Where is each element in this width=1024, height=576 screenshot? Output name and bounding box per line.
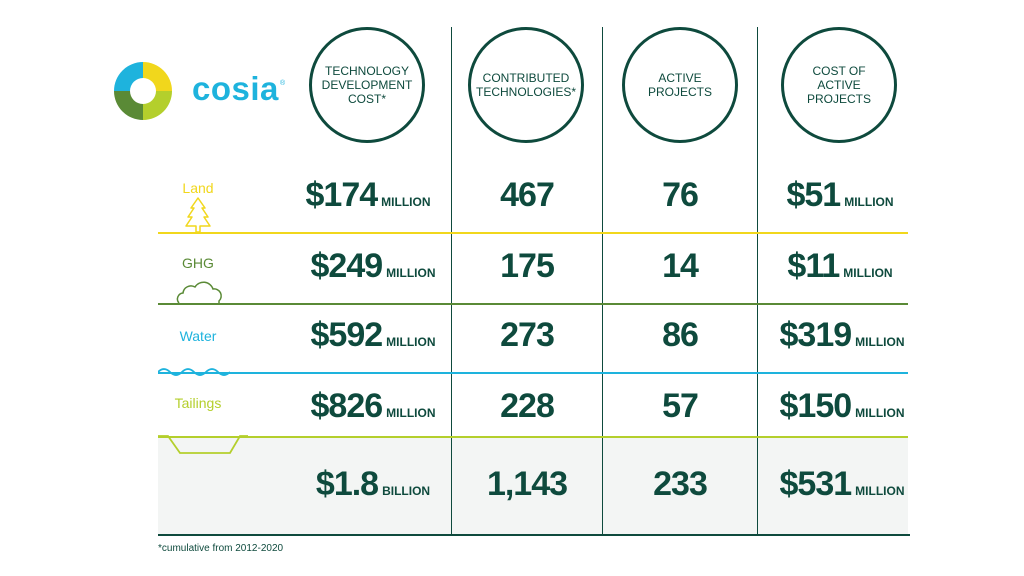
total-cost-active-projects: $531 MILLION xyxy=(767,465,917,504)
header-cost-of-active-projects: COST OF ACTIVE PROJECTS xyxy=(781,27,897,143)
value-number: 233 xyxy=(653,465,708,503)
value-number: $592 xyxy=(310,316,384,354)
totals-row-background xyxy=(158,436,908,535)
value-number: $531 xyxy=(779,465,853,503)
total-development-cost: $1.8 BILLION xyxy=(298,465,448,504)
tailings-contributed-technologies: 228 xyxy=(452,387,602,426)
header-label: TECHNOLOGY DEVELOPMENT COST* xyxy=(321,64,413,106)
footnote: *cumulative from 2012-2020 xyxy=(158,543,284,554)
tailings-pond-icon xyxy=(158,435,248,454)
brand-name: cosia xyxy=(192,70,279,107)
value-number: $51 xyxy=(786,176,841,214)
cosia-logo xyxy=(114,62,172,120)
value-number: 1,143 xyxy=(486,465,568,503)
value-number: 14 xyxy=(662,247,699,285)
value-unit: MILLION xyxy=(855,484,905,498)
value-unit: MILLION xyxy=(386,335,436,349)
ghg-cost-active-projects: $11 MILLION xyxy=(765,247,915,286)
water-contributed-technologies: 273 xyxy=(452,316,602,355)
value-number: 228 xyxy=(500,387,555,425)
tailings-development-cost: $826 MILLION xyxy=(298,387,448,426)
value-unit: MILLION xyxy=(843,266,893,280)
category-ghg: GHG xyxy=(182,255,214,271)
table-bottom-border xyxy=(158,534,910,536)
row-separator-tailings xyxy=(158,436,908,438)
water-development-cost: $592 MILLION xyxy=(298,316,448,355)
value-number: 57 xyxy=(662,387,699,425)
land-active-projects: 76 xyxy=(605,176,755,215)
value-unit: MILLION xyxy=(381,195,431,209)
value-unit: MILLION xyxy=(386,266,436,280)
category-land: Land xyxy=(182,180,214,196)
tailings-active-projects: 57 xyxy=(605,387,755,426)
header-technology-development-cost: TECHNOLOGY DEVELOPMENT COST* xyxy=(309,27,425,143)
total-contributed-technologies: 1,143 xyxy=(452,465,602,504)
land-contributed-technologies: 467 xyxy=(452,176,602,215)
land-cost-active-projects: $51 MILLION xyxy=(765,176,915,215)
category-water: Water xyxy=(179,328,217,344)
header-active-projects: ACTIVE PROJECTS xyxy=(622,27,738,143)
column-divider xyxy=(451,27,452,535)
value-unit: MILLION xyxy=(386,406,436,420)
value-number: 175 xyxy=(500,247,555,285)
value-number: $249 xyxy=(310,247,384,285)
registered-mark: ® xyxy=(280,80,286,87)
column-divider xyxy=(757,27,758,535)
value-number: $11 xyxy=(787,247,840,285)
ghg-contributed-technologies: 175 xyxy=(452,247,602,286)
value-number: $174 xyxy=(305,176,379,214)
value-number: $826 xyxy=(310,387,384,425)
column-divider xyxy=(602,27,603,535)
value-number: $150 xyxy=(779,387,853,425)
value-unit: MILLION xyxy=(855,335,905,349)
value-unit: BILLION xyxy=(382,484,431,498)
total-active-projects: 233 xyxy=(605,465,755,504)
category-tailings: Tailings xyxy=(174,395,222,411)
header-label: COST OF ACTIVE PROJECTS xyxy=(806,64,871,106)
value-number: 86 xyxy=(662,316,699,354)
value-number: 76 xyxy=(662,176,699,214)
row-separator-ghg xyxy=(158,303,908,305)
tailings-cost-active-projects: $150 MILLION xyxy=(767,387,917,426)
wave-icon xyxy=(158,368,231,376)
value-unit: MILLION xyxy=(855,406,905,420)
land-development-cost: $174 MILLION xyxy=(293,176,443,215)
tree-icon xyxy=(185,197,211,233)
row-separator-land xyxy=(158,232,908,234)
header-label: ACTIVE PROJECTS xyxy=(647,71,712,99)
row-separator-water xyxy=(158,372,908,374)
cloud-icon xyxy=(176,281,222,304)
value-unit: MILLION xyxy=(844,195,894,209)
ghg-active-projects: 14 xyxy=(605,247,755,286)
value-number: 273 xyxy=(500,316,555,354)
ghg-development-cost: $249 MILLION xyxy=(298,247,448,286)
value-number: 467 xyxy=(500,176,555,214)
water-cost-active-projects: $319 MILLION xyxy=(767,316,917,355)
header-label: CONTRIBUTED TECHNOLOGIES* xyxy=(476,71,577,99)
header-contributed-technologies: CONTRIBUTED TECHNOLOGIES* xyxy=(468,27,584,143)
water-active-projects: 86 xyxy=(605,316,755,355)
value-number: $1.8 xyxy=(315,465,379,503)
value-number: $319 xyxy=(779,316,853,354)
